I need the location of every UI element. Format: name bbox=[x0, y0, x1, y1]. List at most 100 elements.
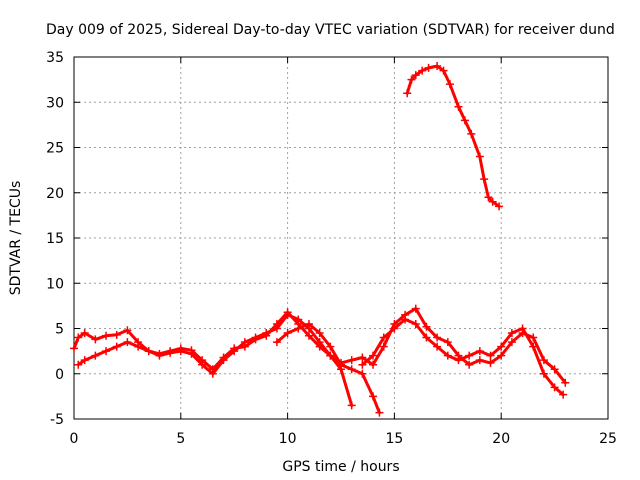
x-tick-label: 0 bbox=[70, 431, 79, 447]
data-point bbox=[411, 71, 420, 80]
data-point bbox=[347, 365, 356, 374]
data-point bbox=[411, 319, 420, 328]
data-point bbox=[272, 324, 281, 333]
x-axis-label: GPS time / hours bbox=[282, 459, 399, 475]
data-point bbox=[445, 80, 454, 89]
y-tick-label: 25 bbox=[46, 141, 64, 157]
data-point bbox=[484, 193, 493, 202]
data-point bbox=[559, 390, 568, 399]
data-point bbox=[422, 322, 431, 331]
data-point bbox=[176, 347, 185, 356]
data-point bbox=[460, 116, 469, 125]
data-point bbox=[102, 347, 111, 356]
data-point bbox=[422, 333, 431, 342]
data-point bbox=[80, 329, 89, 338]
data-point bbox=[240, 338, 249, 347]
series-line-track-e bbox=[405, 64, 501, 208]
data-point bbox=[369, 360, 378, 369]
data-point bbox=[347, 356, 356, 365]
x-tick-label: 5 bbox=[176, 431, 185, 447]
data-point bbox=[550, 365, 559, 374]
data-point bbox=[80, 356, 89, 365]
data-point bbox=[443, 338, 452, 347]
data-point bbox=[112, 342, 121, 351]
data-point bbox=[433, 333, 442, 342]
data-point bbox=[337, 360, 345, 369]
data-point bbox=[401, 315, 410, 324]
data-point bbox=[208, 369, 217, 378]
data-series bbox=[70, 62, 570, 417]
data-point bbox=[418, 66, 427, 75]
data-point bbox=[91, 335, 100, 344]
data-point bbox=[283, 310, 292, 319]
data-point bbox=[379, 342, 388, 351]
data-point bbox=[230, 347, 239, 356]
data-point bbox=[439, 66, 448, 75]
data-point bbox=[390, 324, 399, 333]
data-point bbox=[315, 338, 324, 347]
data-point bbox=[123, 326, 132, 335]
data-point bbox=[187, 349, 196, 358]
data-point bbox=[198, 360, 207, 369]
data-point bbox=[465, 360, 474, 369]
data-point bbox=[443, 351, 452, 360]
data-point bbox=[407, 75, 416, 84]
data-point bbox=[262, 329, 271, 338]
x-tick-label: 15 bbox=[385, 431, 403, 447]
data-point bbox=[74, 360, 83, 369]
data-point bbox=[74, 333, 83, 342]
data-point bbox=[315, 329, 324, 338]
data-point bbox=[488, 197, 497, 206]
data-point bbox=[166, 348, 175, 357]
data-point bbox=[251, 333, 260, 342]
data-point bbox=[102, 331, 111, 340]
data-point bbox=[358, 369, 367, 378]
data-point bbox=[70, 344, 78, 353]
data-point bbox=[518, 324, 527, 333]
data-point bbox=[123, 338, 132, 347]
data-point bbox=[497, 351, 506, 360]
y-tick-label: -5 bbox=[50, 412, 64, 428]
data-point bbox=[272, 338, 281, 347]
data-point bbox=[529, 342, 538, 351]
y-tick-label: 30 bbox=[46, 95, 64, 111]
data-point bbox=[375, 408, 384, 417]
y-tick-label: 15 bbox=[46, 231, 64, 247]
data-point bbox=[411, 304, 420, 313]
data-point bbox=[369, 351, 378, 360]
x-tick-label: 10 bbox=[279, 431, 297, 447]
data-point bbox=[112, 330, 121, 339]
x-tick-label: 25 bbox=[599, 431, 617, 447]
data-point bbox=[486, 351, 495, 360]
data-point bbox=[475, 152, 484, 161]
data-point bbox=[486, 358, 495, 367]
chart-title: Day 009 of 2025, Sidereal Day-to-day VTE… bbox=[46, 22, 615, 38]
series-line-track-d bbox=[360, 317, 565, 397]
data-point bbox=[144, 347, 153, 356]
y-tick-label: 20 bbox=[46, 186, 64, 202]
axis-ticks: 0 5 10 15 20 25 -5 0 5 10 15 20 25 30 35 bbox=[46, 50, 617, 447]
data-point bbox=[495, 202, 504, 211]
y-tick-label: 10 bbox=[46, 276, 64, 292]
data-point bbox=[155, 351, 164, 360]
data-point bbox=[561, 378, 570, 387]
data-point bbox=[507, 329, 516, 338]
data-point bbox=[283, 329, 292, 338]
data-point bbox=[403, 89, 412, 98]
data-point bbox=[454, 102, 463, 111]
y-tick-label: 35 bbox=[46, 50, 64, 66]
data-point bbox=[497, 342, 506, 351]
data-point bbox=[369, 392, 378, 401]
data-point bbox=[550, 383, 559, 392]
y-tick-label: 5 bbox=[55, 322, 64, 338]
data-point bbox=[134, 342, 143, 351]
data-point bbox=[358, 353, 367, 362]
data-point bbox=[379, 333, 388, 342]
y-tick-label: 0 bbox=[55, 367, 64, 383]
data-point bbox=[529, 333, 538, 342]
data-point bbox=[326, 351, 335, 360]
data-point bbox=[294, 315, 303, 324]
data-point bbox=[467, 129, 476, 138]
data-point bbox=[454, 356, 463, 365]
